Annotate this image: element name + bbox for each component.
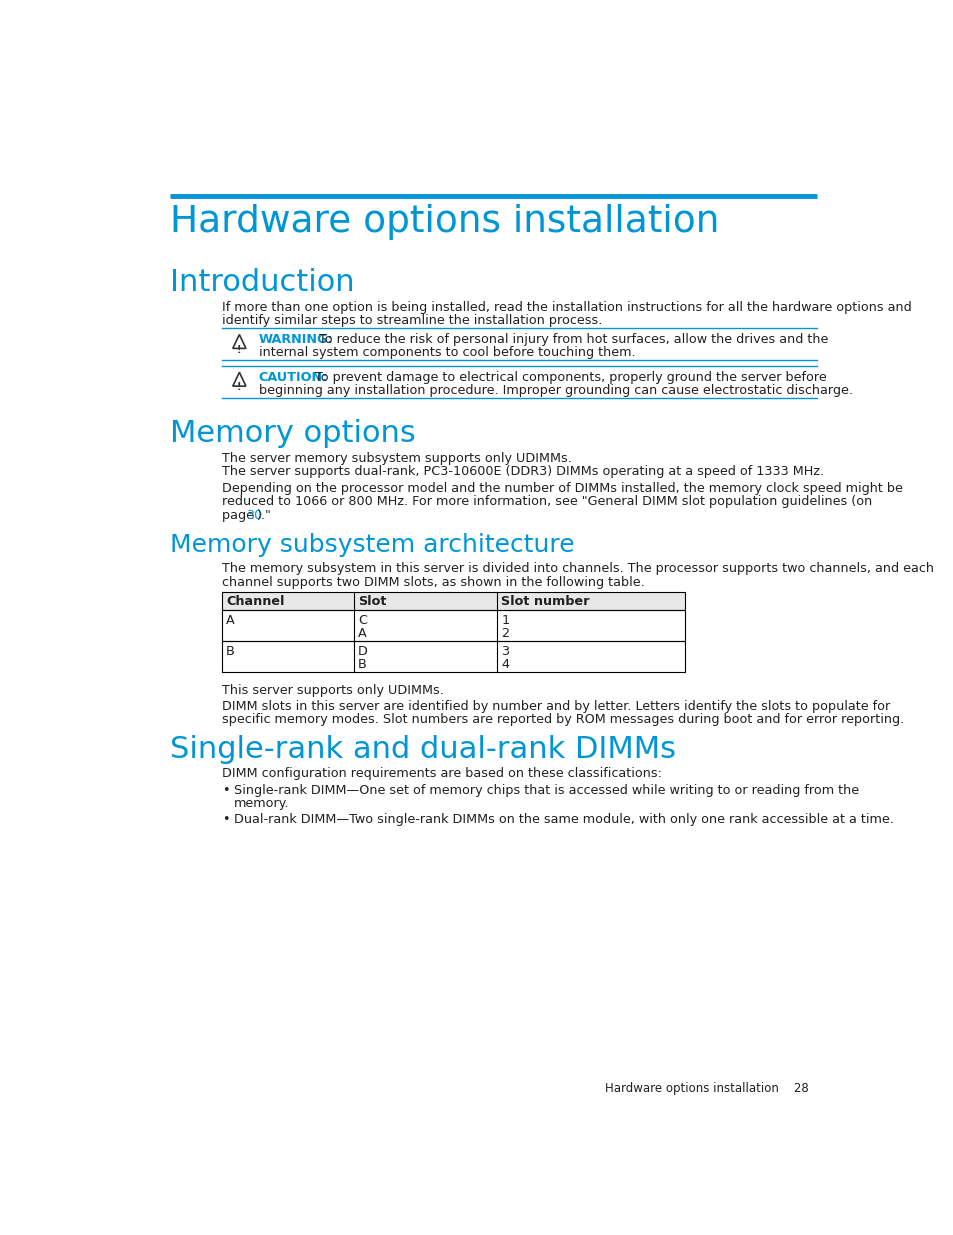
Text: •: •: [222, 784, 230, 798]
Text: page: page: [222, 509, 258, 521]
Text: Channel: Channel: [226, 595, 284, 608]
Text: 2: 2: [500, 627, 509, 640]
Text: CAUTION:: CAUTION:: [258, 370, 328, 384]
Text: C: C: [357, 614, 367, 627]
Text: 1: 1: [500, 614, 509, 627]
Text: Memory subsystem architecture: Memory subsystem architecture: [170, 534, 574, 557]
Text: Memory options: Memory options: [170, 419, 415, 448]
Text: Slot: Slot: [357, 595, 386, 608]
Text: B: B: [357, 658, 366, 671]
Text: channel supports two DIMM slots, as shown in the following table.: channel supports two DIMM slots, as show…: [222, 576, 644, 589]
Text: The server supports dual-rank, PC3-10600E (DDR3) DIMMs operating at a speed of 1: The server supports dual-rank, PC3-10600…: [222, 466, 823, 478]
Text: This server supports only UDIMMs.: This server supports only UDIMMs.: [222, 684, 444, 697]
Text: memory.: memory.: [233, 798, 289, 810]
Text: internal system components to cool before touching them.: internal system components to cool befor…: [258, 346, 635, 359]
Text: 4: 4: [500, 658, 509, 671]
Text: A: A: [226, 614, 234, 627]
Text: !: !: [237, 383, 241, 393]
Text: reduced to 1066 or 800 MHz. For more information, see "General DIMM slot populat: reduced to 1066 or 800 MHz. For more inf…: [222, 495, 872, 509]
Text: beginning any installation procedure. Improper grounding can cause electrostatic: beginning any installation procedure. Im…: [258, 384, 852, 396]
Text: If more than one option is being installed, read the installation instructions f: If more than one option is being install…: [222, 300, 911, 314]
Text: Dual-rank DIMM—Two single-rank DIMMs on the same module, with only one rank acce: Dual-rank DIMM—Two single-rank DIMMs on …: [233, 814, 893, 826]
Text: To prevent damage to electrical components, properly ground the server before: To prevent damage to electrical componen…: [307, 370, 825, 384]
Text: 30: 30: [245, 509, 261, 521]
Text: To reduce the risk of personal injury from hot surfaces, allow the drives and th: To reduce the risk of personal injury fr…: [311, 333, 828, 346]
Text: B: B: [226, 645, 234, 658]
Text: Hardware options installation: Hardware options installation: [170, 204, 719, 240]
Text: WARNING:: WARNING:: [258, 333, 333, 346]
Text: DIMM configuration requirements are based on these classifications:: DIMM configuration requirements are base…: [222, 767, 661, 781]
Text: DIMM slots in this server are identified by number and by letter. Letters identi: DIMM slots in this server are identified…: [222, 699, 890, 713]
Text: The memory subsystem in this server is divided into channels. The processor supp: The memory subsystem in this server is d…: [222, 562, 933, 576]
Text: Depending on the processor model and the number of DIMMs installed, the memory c: Depending on the processor model and the…: [222, 483, 902, 495]
Text: Single-rank DIMM—One set of memory chips that is accessed while writing to or re: Single-rank DIMM—One set of memory chips…: [233, 784, 858, 798]
Text: Hardware options installation    28: Hardware options installation 28: [604, 1082, 808, 1095]
Text: The server memory subsystem supports only UDIMMs.: The server memory subsystem supports onl…: [222, 452, 572, 464]
Text: 3: 3: [500, 645, 509, 658]
Text: specific memory modes. Slot numbers are reported by ROM messages during boot and: specific memory modes. Slot numbers are …: [222, 713, 903, 726]
Text: !: !: [237, 345, 241, 354]
Text: A: A: [357, 627, 366, 640]
Text: •: •: [222, 814, 230, 826]
Text: Slot number: Slot number: [500, 595, 589, 608]
Text: ).": ).": [255, 509, 271, 521]
Bar: [222, 592, 684, 610]
Text: Single-rank and dual-rank DIMMs: Single-rank and dual-rank DIMMs: [170, 735, 675, 764]
Text: Introduction: Introduction: [170, 268, 354, 296]
Text: identify similar steps to streamline the installation process.: identify similar steps to streamline the…: [222, 314, 602, 327]
Text: D: D: [357, 645, 368, 658]
